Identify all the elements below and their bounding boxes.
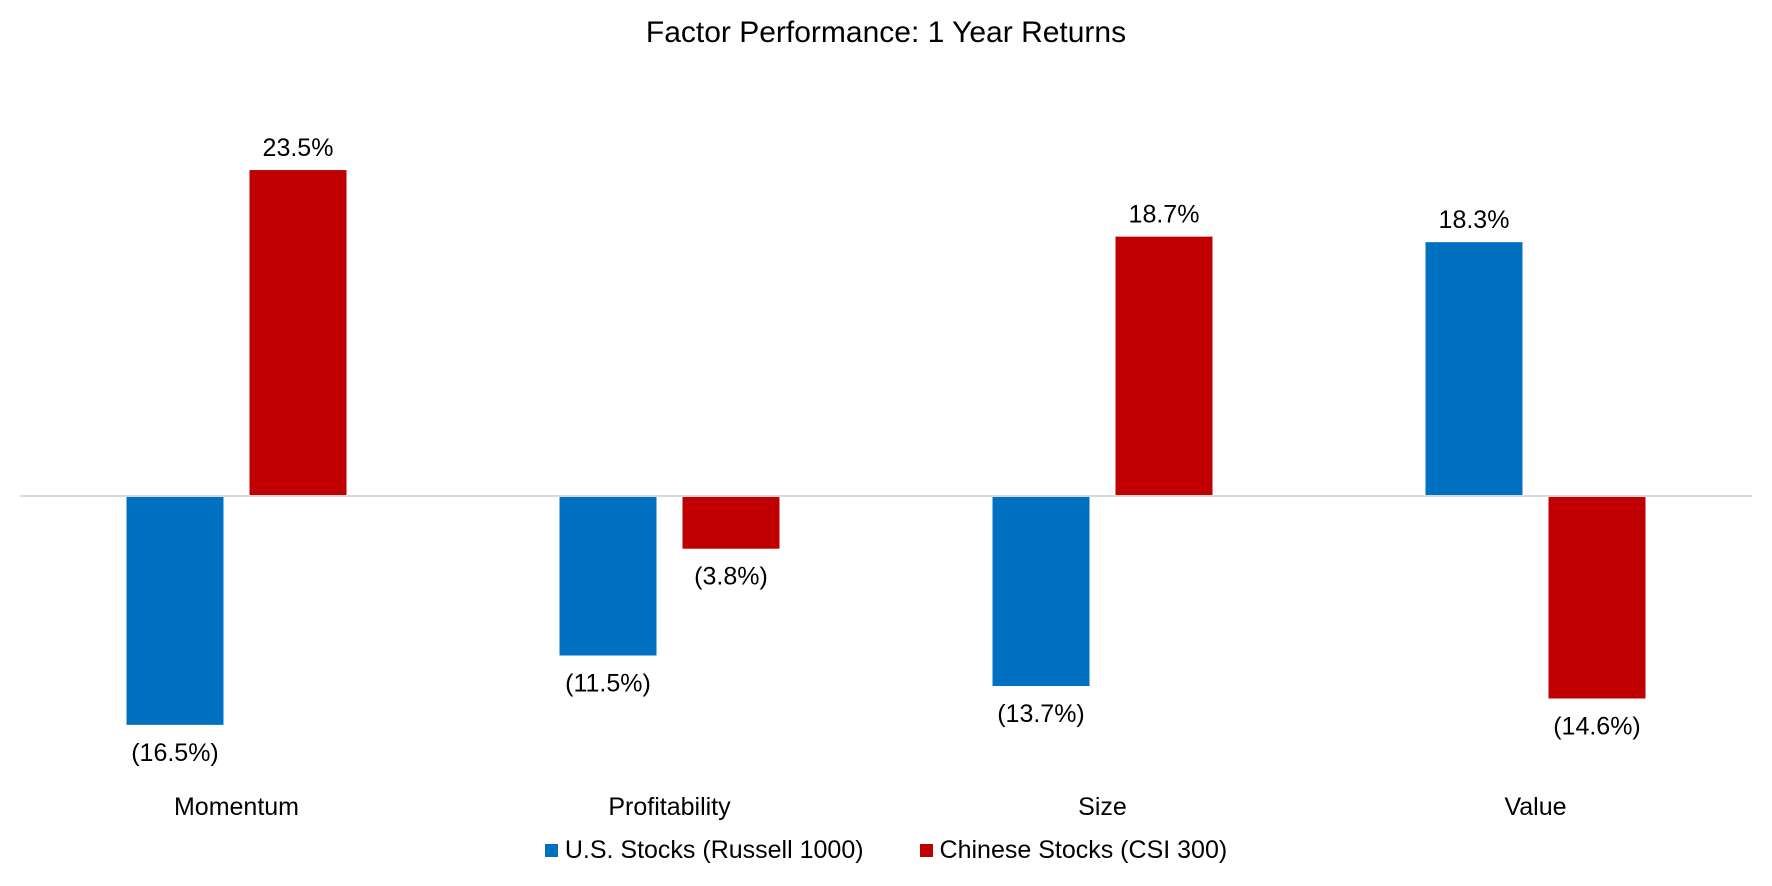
category-label-size: Size — [1078, 793, 1127, 821]
bar-china-momentum — [249, 170, 347, 496]
data-label-china-momentum: 23.5% — [263, 134, 334, 162]
bar-us-size — [992, 496, 1090, 687]
legend-swatch-us-stocks — [544, 844, 558, 857]
data-label-us-profitability: (11.5%) — [565, 670, 651, 698]
data-label-china-value: (14.6%) — [1553, 713, 1641, 741]
data-label-china-profitability: (3.8%) — [694, 563, 768, 591]
data-label-us-size: (13.7%) — [997, 700, 1085, 728]
bar-us-momentum — [126, 496, 224, 725]
bar-china-value — [1548, 496, 1646, 699]
category-label-value: Value — [1504, 793, 1566, 821]
legend-item-chinese-stocks: Chinese Stocks (CSI 300) — [919, 836, 1228, 865]
legend-label-us-stocks: U.S. Stocks (Russell 1000) — [564, 836, 864, 864]
data-label-china-size: 18.7% — [1129, 201, 1200, 229]
chart-legend: U.S. Stocks (Russell 1000) Chinese Stock… — [0, 836, 1772, 865]
data-label-us-momentum: (16.5%) — [131, 739, 219, 767]
bar-china-profitability — [682, 496, 780, 549]
chart-title: Factor Performance: 1 Year Returns — [645, 16, 1127, 49]
bar-china-size — [1115, 236, 1213, 497]
legend-item-us-stocks: U.S. Stocks (Russell 1000) — [544, 836, 864, 865]
data-label-us-value: 18.3% — [1439, 206, 1510, 234]
category-label-profitability: Profitability — [608, 793, 731, 821]
legend-swatch-chinese-stocks — [919, 844, 933, 857]
bar-us-profitability — [559, 496, 657, 656]
legend-label-chinese-stocks: Chinese Stocks (CSI 300) — [939, 836, 1228, 864]
category-label-momentum: Momentum — [174, 793, 299, 821]
bar-us-value — [1425, 242, 1523, 496]
